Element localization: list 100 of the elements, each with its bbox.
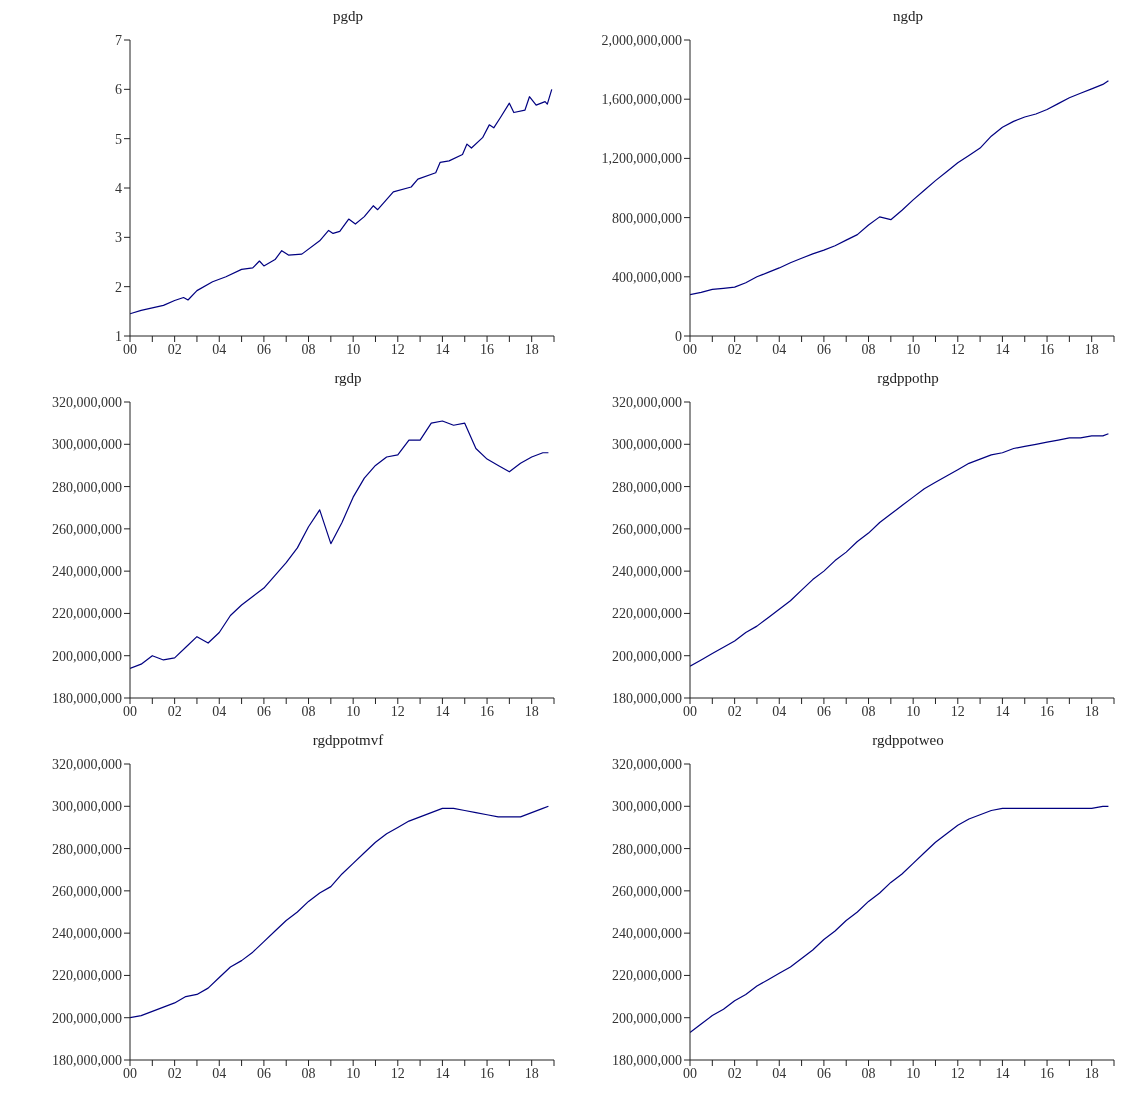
chart-title: rgdppotweo — [871, 732, 945, 750]
x-tick-label: 10 — [906, 341, 921, 357]
x-tick-label: 16 — [480, 1065, 495, 1081]
y-tick-label: 300,000,000 — [52, 799, 122, 815]
x-tick-label: 14 — [995, 703, 1010, 719]
x-tick-label: 08 — [301, 703, 316, 719]
y-tick-label: 1,200,000,000 — [601, 151, 682, 167]
y-tick-label: 320,000,000 — [52, 394, 122, 410]
y-tick-label: 240,000,000 — [52, 926, 122, 942]
x-tick-label: 18 — [1084, 341, 1099, 357]
x-tick-label: 14 — [995, 341, 1010, 357]
x-tick-label: 14 — [995, 1065, 1010, 1081]
y-tick-label: 240,000,000 — [52, 564, 122, 580]
x-tick-label: 16 — [480, 703, 495, 719]
y-tick-label: 240,000,000 — [612, 926, 682, 942]
y-tick-label: 220,000,000 — [52, 968, 122, 984]
x-tick-label: 14 — [435, 341, 450, 357]
x-tick-label: 08 — [861, 703, 876, 719]
y-tick-label: 7 — [115, 32, 122, 48]
x-tick-label: 12 — [950, 1065, 965, 1081]
x-tick-label: 18 — [524, 341, 539, 357]
y-tick-label: 2 — [115, 279, 122, 295]
x-tick-label: 10 — [346, 703, 361, 719]
line-series — [690, 80, 1110, 296]
y-tick-label: 220,000,000 — [612, 606, 682, 622]
x-tick-label: 08 — [861, 1065, 876, 1081]
y-tick-label: 1,600,000,000 — [601, 92, 682, 108]
x-tick-label: 04 — [212, 703, 227, 719]
y-tick-label: 260,000,000 — [52, 521, 122, 537]
x-tick-label: 02 — [727, 703, 742, 719]
x-tick-label: 02 — [727, 1065, 742, 1081]
x-tick-label: 02 — [727, 341, 742, 357]
x-tick-label: 02 — [167, 1065, 182, 1081]
y-tick-label: 1 — [115, 328, 122, 344]
line-series — [130, 88, 553, 315]
x-tick-label: 00 — [683, 341, 697, 357]
x-tick-label: 06 — [256, 1065, 271, 1081]
y-tick-label: 200,000,000 — [52, 1010, 122, 1026]
line-series — [690, 805, 1110, 1034]
x-tick-label: 16 — [1040, 1065, 1055, 1081]
y-tick-label: 300,000,000 — [52, 437, 122, 453]
y-tick-label: 5 — [115, 131, 122, 147]
x-tick-label: 12 — [950, 703, 965, 719]
x-tick-label: 04 — [212, 341, 227, 357]
y-tick-label: 180,000,000 — [52, 690, 122, 706]
y-tick-label: 320,000,000 — [52, 756, 122, 772]
y-tick-label: 0 — [675, 328, 682, 344]
y-tick-label: 800,000,000 — [612, 210, 682, 226]
x-tick-label: 10 — [346, 1065, 361, 1081]
y-tick-label: 180,000,000 — [52, 1052, 122, 1068]
y-tick-label: 180,000,000 — [612, 690, 682, 706]
x-tick-label: 14 — [435, 1065, 450, 1081]
x-tick-label: 02 — [167, 341, 182, 357]
x-tick-label: 08 — [861, 341, 876, 357]
x-tick-label: 06 — [256, 703, 271, 719]
y-tick-label: 300,000,000 — [612, 799, 682, 815]
x-tick-label: 18 — [524, 1065, 539, 1081]
x-tick-label: 12 — [390, 341, 405, 357]
y-tick-label: 6 — [115, 82, 122, 98]
x-tick-label: 06 — [256, 341, 271, 357]
x-tick-label: 18 — [524, 703, 539, 719]
x-tick-label: 16 — [480, 341, 495, 357]
chart-title: rgdppothp — [876, 370, 940, 388]
y-tick-label: 3 — [115, 230, 122, 246]
y-tick-label: 220,000,000 — [52, 606, 122, 622]
x-tick-label: 00 — [683, 1065, 697, 1081]
x-tick-label: 04 — [772, 341, 787, 357]
y-tick-label: 200,000,000 — [52, 648, 122, 664]
y-tick-label: 280,000,000 — [612, 479, 682, 495]
x-tick-label: 12 — [390, 703, 405, 719]
x-tick-label: 08 — [301, 1065, 316, 1081]
x-tick-label: 18 — [1084, 703, 1099, 719]
line-series — [690, 433, 1110, 667]
y-tick-label: 180,000,000 — [612, 1052, 682, 1068]
chart-title: rgdp — [333, 370, 363, 388]
x-tick-label: 16 — [1040, 703, 1055, 719]
y-tick-label: 200,000,000 — [612, 648, 682, 664]
y-tick-label: 320,000,000 — [612, 394, 682, 410]
line-series — [130, 805, 550, 1019]
x-tick-label: 12 — [950, 341, 965, 357]
y-tick-label: 400,000,000 — [612, 269, 682, 285]
chart-title: ngdp — [892, 8, 924, 26]
y-tick-label: 280,000,000 — [52, 479, 122, 495]
y-tick-label: 260,000,000 — [612, 521, 682, 537]
x-tick-label: 14 — [435, 703, 450, 719]
y-tick-label: 260,000,000 — [52, 883, 122, 899]
x-tick-label: 18 — [1084, 1065, 1099, 1081]
y-tick-label: 220,000,000 — [612, 968, 682, 984]
line-series — [130, 420, 550, 669]
x-tick-label: 10 — [906, 703, 921, 719]
x-tick-label: 06 — [816, 703, 831, 719]
y-tick-label: 260,000,000 — [612, 883, 682, 899]
x-tick-label: 10 — [906, 1065, 921, 1081]
x-tick-label: 00 — [123, 341, 137, 357]
y-tick-label: 200,000,000 — [612, 1010, 682, 1026]
x-tick-label: 04 — [212, 1065, 227, 1081]
y-tick-label: 280,000,000 — [612, 841, 682, 857]
chart-title: pgdp — [332, 8, 364, 26]
x-tick-label: 00 — [123, 703, 137, 719]
x-tick-label: 00 — [683, 703, 697, 719]
